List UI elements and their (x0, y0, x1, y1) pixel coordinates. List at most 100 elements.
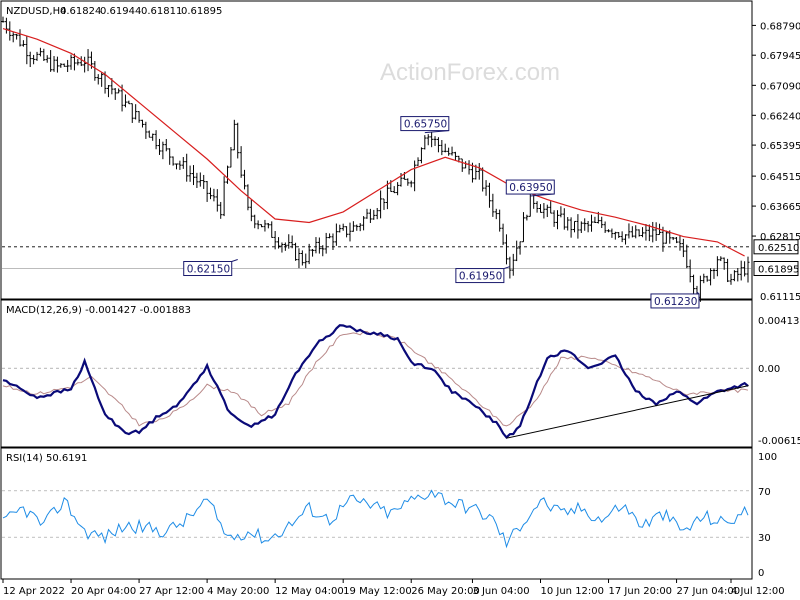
price-bar (151, 133, 155, 141)
time-axis-label: 26 May 20:00 (411, 586, 480, 597)
price-bar (579, 221, 583, 233)
price-bar (154, 130, 158, 150)
price-bar (382, 198, 386, 210)
price-ohlc-high: 0.61944 (100, 6, 141, 17)
price-bar (205, 180, 209, 202)
price-bar (467, 160, 471, 175)
price-bar (477, 163, 481, 180)
price-bar (300, 250, 304, 266)
price-bar (732, 270, 736, 282)
price-bar (161, 141, 165, 160)
price-bar (450, 146, 454, 156)
price-bar (491, 193, 495, 217)
price-bar (709, 268, 713, 286)
time-axis-label: 19 May 12:00 (343, 586, 412, 597)
annotation-label: 0.65750 (404, 119, 447, 131)
price-bar (195, 172, 199, 189)
price-bar (651, 221, 655, 243)
price-layer: 0.62510 0.61895 0.62150 0.65750 0.61950 0.639… (1, 16, 799, 309)
price-bar (198, 172, 202, 187)
price-bar (372, 209, 376, 220)
price-axis-label: 0.61115 (760, 292, 800, 303)
price-bar (501, 223, 505, 246)
annotation-label: 0.61230 (654, 296, 697, 308)
macd-title: MACD(12,26,9) -0.001427 -0.001883 (6, 305, 191, 316)
price-bar (430, 132, 434, 148)
price-bar (147, 130, 151, 138)
price-bar (675, 236, 679, 244)
price-bar (140, 119, 144, 128)
price-bar (538, 204, 542, 213)
price-axis-label: 0.64515 (760, 172, 800, 183)
price-bar (600, 216, 604, 229)
price-bar (236, 122, 240, 159)
price-tag-box (753, 260, 799, 276)
price-bar (559, 206, 563, 218)
price-bar (525, 214, 529, 221)
price-bar (413, 160, 417, 192)
price-tag-label: 0.62510 (758, 243, 799, 254)
price-bar (515, 240, 519, 262)
price-bar (443, 143, 447, 153)
rsi-line (2, 489, 749, 549)
price-bar (164, 139, 168, 152)
price-bar (726, 258, 730, 283)
price-bar (137, 111, 141, 123)
price-bar (79, 56, 83, 67)
price-bar (613, 231, 617, 240)
time-axis-label: 10 Jun 12:00 (540, 586, 604, 597)
price-bar (385, 180, 389, 210)
price-bar (38, 47, 42, 57)
price-bar (249, 199, 253, 222)
annotation-box (650, 293, 700, 309)
price-bar (436, 137, 440, 153)
price-bar (21, 40, 25, 47)
price-bar (49, 50, 53, 72)
price-bar (392, 186, 396, 194)
price-annotation: 0.61950 (455, 266, 511, 284)
time-axis-label: 4 Jul 12:00 (731, 586, 785, 597)
price-bar (76, 58, 80, 66)
price-bar (590, 214, 594, 232)
moving-average-line (2, 28, 745, 257)
price-bar (256, 220, 260, 230)
price-bar (692, 274, 696, 295)
price-bar (311, 248, 315, 257)
price-bar (314, 237, 318, 254)
price-bar (722, 257, 726, 270)
price-bar (630, 226, 634, 238)
price-bar (715, 256, 719, 277)
price-bar (123, 94, 127, 108)
price-axis-label: 0.62815 (760, 232, 800, 243)
price-axis-label: 0.67945 (760, 51, 800, 62)
price-bar (671, 236, 675, 241)
macd-axis-label: -0.00615 (758, 436, 800, 447)
price-bar (416, 157, 420, 166)
watermark: ActionForex.com (380, 59, 560, 86)
price-bar (617, 232, 621, 238)
annotation-label: 0.62150 (187, 264, 230, 276)
macd-panel-frame (0, 299, 753, 448)
price-bar (498, 209, 502, 232)
price-bar (59, 63, 63, 68)
annotation-label: 0.61950 (459, 271, 502, 283)
time-axis-label: 12 Apr 2022 (3, 586, 65, 597)
annotation-leader (424, 130, 449, 134)
price-bar (586, 220, 590, 233)
price-bar (297, 248, 301, 269)
price-bar (627, 223, 631, 239)
time-axis-label: 12 May 04:00 (275, 586, 344, 597)
price-bar (573, 220, 577, 233)
price-bar (549, 201, 553, 214)
price-tag-label: 0.61895 (758, 264, 799, 275)
price-bar (365, 208, 369, 219)
price-bar (409, 180, 413, 188)
price-bar (185, 153, 189, 182)
price-bar (32, 54, 36, 65)
price-bar (45, 55, 49, 63)
price-bar (603, 221, 607, 233)
macd-layer (2, 324, 751, 440)
price-bar (188, 165, 192, 182)
price-bar (324, 232, 328, 254)
price-bar (396, 182, 400, 196)
